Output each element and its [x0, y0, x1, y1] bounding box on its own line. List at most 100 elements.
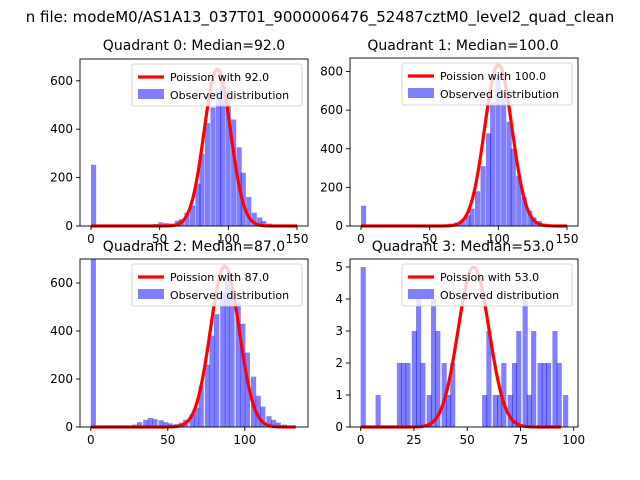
legend-label-observed: Observed distribution	[440, 289, 559, 302]
histogram-bar	[506, 121, 512, 226]
histogram-bar	[411, 331, 417, 427]
legend-patch-swatch	[408, 289, 434, 299]
histogram-bar	[492, 395, 498, 427]
histogram-bar	[167, 423, 173, 427]
y-tick-label: 0	[335, 219, 343, 233]
histogram-bar	[137, 422, 143, 427]
histogram-bar	[266, 416, 272, 427]
legend-box	[131, 63, 303, 107]
histogram-bar	[420, 363, 426, 427]
subplot-title: Quadrant 1: Median=100.0	[367, 38, 558, 54]
legend-patch-swatch	[138, 89, 164, 99]
histogram-bar	[199, 153, 205, 226]
x-tick-label: 50	[152, 232, 167, 246]
histogram-bar	[204, 123, 211, 226]
histogram-bar	[143, 419, 149, 427]
x-tick-label: 75	[513, 433, 528, 447]
histogram-bar	[490, 102, 496, 226]
y-tick-label: 0	[65, 420, 73, 434]
x-tick-label: 50	[460, 433, 475, 447]
histogram-bar	[189, 415, 195, 427]
histogram-bar	[516, 331, 522, 427]
histogram-bar	[521, 197, 527, 226]
y-tick-label: 200	[50, 372, 73, 386]
legend: Poission with 92.0 Observed distribution	[131, 63, 303, 107]
histogram-bar	[430, 299, 437, 427]
legend-patch-swatch	[138, 289, 164, 299]
x-tick-label: 100	[487, 232, 510, 246]
histogram-bar	[480, 166, 486, 226]
y-tick-label: 600	[50, 276, 73, 290]
axes-frame	[349, 258, 579, 428]
axes-frame	[79, 258, 309, 428]
histogram-bar	[214, 314, 220, 427]
x-tick-label: 100	[562, 433, 585, 447]
y-tick-label: 1	[335, 388, 343, 402]
subplot-title: Quadrant 3: Median=53.0	[372, 239, 554, 255]
legend-label-observed: Observed distribution	[440, 88, 559, 101]
histogram-bar	[482, 395, 488, 427]
histogram-bar	[507, 395, 513, 427]
histogram-bar	[260, 406, 266, 427]
legend: Poission with 53.0 Observed distribution	[401, 263, 573, 307]
histogram-bar	[501, 92, 507, 226]
histogram-bar	[426, 395, 432, 427]
histogram-bar	[556, 363, 562, 427]
y-tick-label: 600	[50, 74, 73, 88]
y-tick-label: 400	[50, 324, 73, 338]
histogram-bar	[546, 363, 552, 427]
histogram-bar	[469, 208, 475, 226]
histogram-bar	[257, 217, 263, 226]
histogram-bar	[261, 221, 267, 226]
x-tick-label: 0	[87, 433, 95, 447]
histogram-bar	[510, 148, 516, 226]
histogram-bar	[224, 273, 230, 427]
histogram	[360, 267, 569, 427]
figure-title: n file: modeM0/AS1A13_037T01_9000006476_…	[26, 8, 615, 27]
histogram-bar	[465, 215, 471, 226]
histogram-bar	[416, 299, 422, 427]
histogram-bar	[526, 395, 532, 427]
histogram-bar	[450, 363, 456, 427]
histogram-bar	[405, 363, 411, 427]
histogram-bar	[244, 352, 250, 427]
x-tick-label: 150	[286, 232, 309, 246]
histogram-bar	[152, 419, 158, 427]
y-tick-label: 800	[320, 65, 343, 79]
histogram-bar	[198, 386, 204, 427]
histogram-bar	[360, 267, 366, 427]
histogram-bar	[90, 259, 96, 427]
y-tick-label: 0	[65, 219, 73, 233]
histogram-bar	[271, 419, 277, 427]
histogram-bar	[240, 323, 246, 427]
histogram-bar	[163, 422, 169, 427]
subplot-title: Quadrant 2: Median=87.0	[103, 239, 285, 255]
histogram-bar	[255, 395, 261, 427]
subplot-quadrant-0: 0 50 100 150 0 200 400 600 Poission with 92.0 Obs…	[50, 38, 308, 246]
histogram-bar	[158, 222, 164, 226]
histogram-bar	[401, 363, 407, 427]
histogram-bar	[220, 292, 226, 427]
histogram-bar	[396, 363, 402, 427]
histogram-bar	[204, 364, 210, 427]
histogram-bar	[511, 363, 518, 427]
histogram-bar	[459, 220, 466, 226]
histogram-bar	[527, 210, 533, 226]
histogram-bar	[158, 420, 164, 427]
legend-label-poisson: Poission with 100.0	[440, 70, 546, 83]
y-tick-label: 600	[320, 103, 343, 117]
legend-label-observed: Observed distribution	[170, 289, 289, 302]
legend-label-poisson: Poission with 53.0	[440, 271, 539, 284]
histogram-bar	[435, 331, 441, 427]
x-tick-label: 50	[422, 232, 437, 246]
histogram-bar	[563, 395, 569, 427]
y-tick-label: 0	[335, 420, 343, 434]
histogram-bar	[235, 302, 241, 427]
y-tick-label: 4	[335, 292, 343, 306]
legend: Poission with 87.0 Observed distribution	[131, 263, 303, 307]
legend-label-observed: Observed distribution	[170, 89, 289, 102]
axes-frame	[349, 57, 579, 227]
x-tick-label: 100	[233, 433, 256, 447]
histogram-bar	[225, 90, 231, 227]
y-tick-label: 200	[50, 171, 73, 185]
